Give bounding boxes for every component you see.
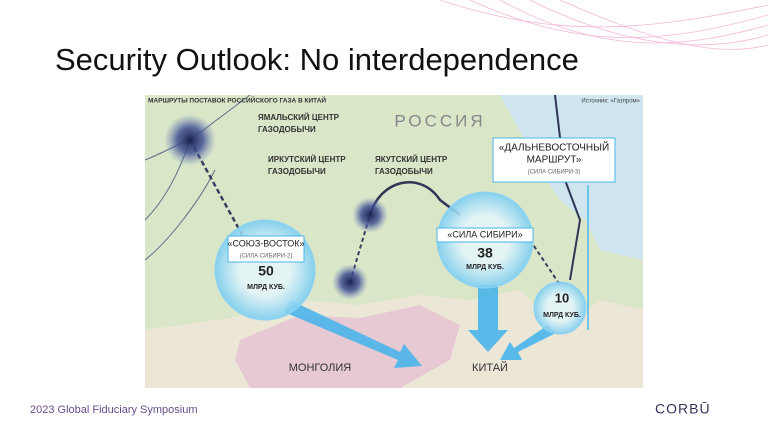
slide-title: Security Outlook: No interdependence [55, 42, 579, 77]
country-label: МОНГОЛИЯ [289, 362, 352, 374]
center-label: ИРКУТСКИЙ ЦЕНТР [268, 155, 346, 164]
swoosh [439, 0, 768, 50]
gas-center [164, 114, 216, 166]
route-unit: МЛРД КУБ. [466, 264, 504, 271]
route-alt-name: (СИЛА СИБИРИ-3) [528, 170, 581, 176]
map-source: Источник: «Газпром» [581, 99, 640, 105]
country-label: КИТАЙ [472, 361, 508, 374]
center-label: ГАЗОДОБЫЧИ [268, 167, 326, 176]
route-name: «СИЛА СИБИРИ» [447, 229, 522, 239]
label-box [227, 235, 305, 263]
map-labels: МАРШРУТЫ ПОСТАВОК РОССИЙСКОГО ГАЗА В КИТ… [148, 96, 641, 374]
label-box [492, 137, 616, 183]
route-dash [529, 239, 561, 286]
map-title: МАРШРУТЫ ПОСТАВОК РОССИЙСКОГО ГАЗА В КИТ… [148, 96, 326, 105]
gas-center [352, 197, 388, 233]
route-name: МАРШРУТ» [527, 155, 582, 166]
route-name: «ДАЛЬНЕВОСТОЧНЫЙ [499, 141, 609, 154]
map [145, 95, 643, 388]
footer-logo: CORBŪ [655, 401, 711, 417]
route-name: «СОЮЗ-ВОСТОК» [227, 238, 304, 248]
route-unit: МЛРД КУБ. [543, 312, 581, 319]
center-label: ЯМАЛЬСКИЙ ЦЕНТР [258, 113, 340, 122]
route-unit: МЛРД КУБ. [247, 284, 285, 291]
route-volume: 38 [477, 245, 493, 261]
route-volume: 50 [258, 263, 274, 279]
country-label: РОССИЯ [394, 111, 485, 130]
arrows [284, 285, 556, 368]
center-label: ЯКУТСКИЙ ЦЕНТР [375, 155, 448, 164]
gas-center [332, 264, 368, 300]
route-alt-name: (СИЛА СИБИРИ-2) [240, 254, 293, 260]
center-label: ГАЗОДОБЫЧИ [375, 167, 433, 176]
route-volume: 10 [555, 290, 569, 305]
center-label: ГАЗОДОБЫЧИ [258, 125, 316, 134]
bubble [533, 281, 587, 335]
footer-event: 2023 Global Fiduciary Symposium [30, 404, 198, 416]
label-box [436, 227, 534, 243]
